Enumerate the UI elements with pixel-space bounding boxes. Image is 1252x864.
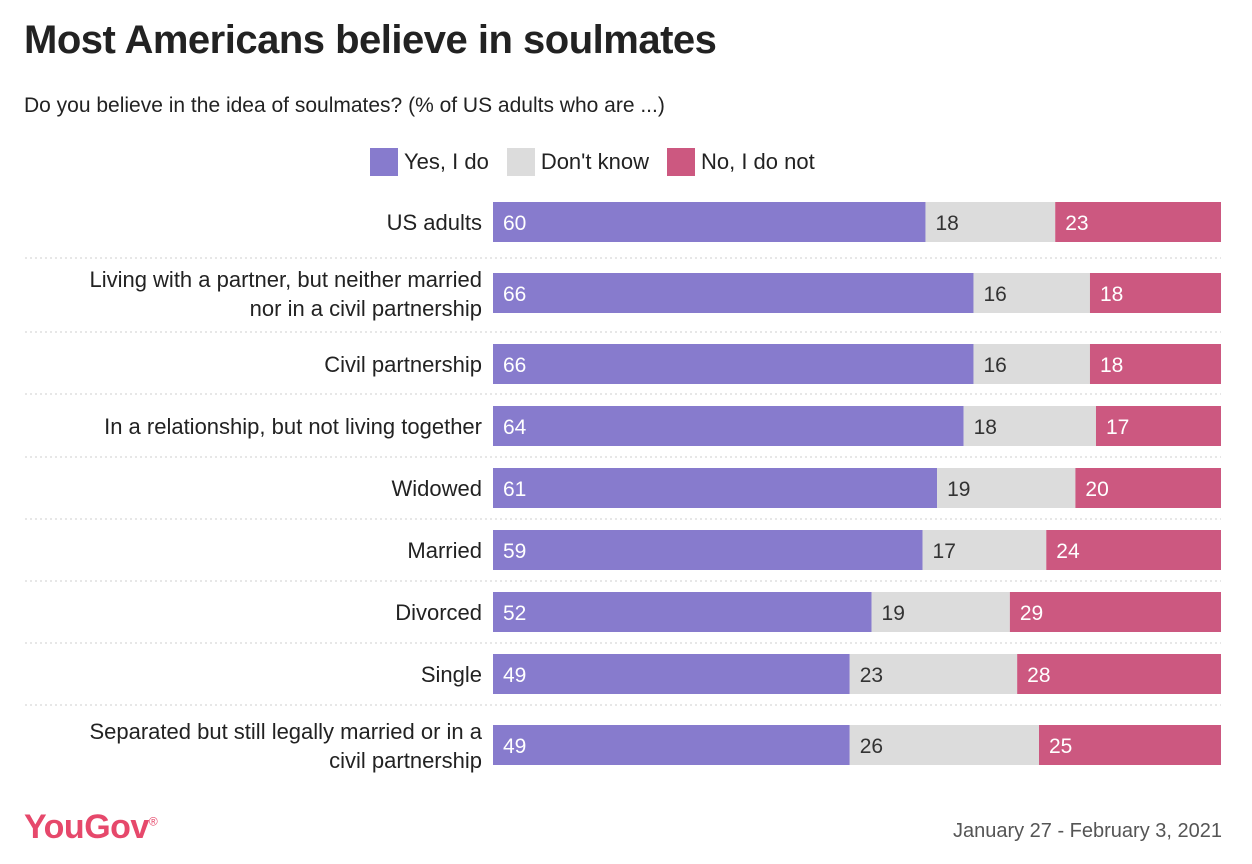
legend-label-dont-know: Don't know	[540, 149, 649, 174]
bar-segment-dont-know	[849, 654, 1018, 694]
legend-item-dont-know: Don't know	[506, 148, 649, 176]
legend-item-no: No, I do not	[666, 148, 815, 176]
category-label-line: civil partnership	[329, 748, 482, 773]
bar-segment-yes	[493, 406, 964, 446]
data-label-yes: 61	[503, 478, 526, 501]
data-label-dont-know: 16	[983, 283, 1006, 306]
registered-mark: ®	[148, 814, 158, 829]
category-label-line: Living with a partner, but neither marri…	[89, 267, 482, 292]
category-label-line: Separated but still legally married or i…	[89, 719, 482, 744]
category-label-line: nor in a civil partnership	[250, 296, 482, 321]
bar-segment-no	[1055, 202, 1221, 242]
data-label-dont-know: 23	[860, 664, 883, 687]
bar-segment-dont-know	[973, 344, 1090, 384]
bar-segment-dont-know	[925, 202, 1056, 242]
data-label-yes: 49	[503, 735, 526, 758]
bar-segment-yes	[493, 468, 938, 508]
bar-segment-yes	[493, 202, 926, 242]
category-label: Separated but still legally married or i…	[89, 719, 482, 773]
category-label: Widowed	[392, 476, 482, 501]
bar-segment-dont-know	[973, 273, 1090, 313]
data-label-yes: 49	[503, 664, 526, 687]
data-label-yes: 59	[503, 540, 526, 563]
bar-segment-yes	[493, 654, 850, 694]
data-label-dont-know: 16	[983, 354, 1006, 377]
data-label-dont-know: 18	[935, 212, 958, 235]
category-label: Civil partnership	[324, 352, 482, 377]
data-label-no: 18	[1100, 354, 1123, 377]
data-label-yes: 66	[503, 354, 526, 377]
bar-segment-dont-know	[937, 468, 1076, 508]
category-label: In a relationship, but not living togeth…	[104, 414, 482, 439]
category-label: Living with a partner, but neither marri…	[89, 267, 482, 321]
data-label-yes: 66	[503, 283, 526, 306]
legend-swatch-dont-know	[506, 148, 535, 176]
legend-item-yes: Yes, I do	[370, 148, 489, 176]
bar-segment-no	[1075, 468, 1221, 508]
category-label: Married	[407, 538, 482, 563]
legend-swatch-yes	[370, 148, 398, 176]
data-label-no: 29	[1020, 602, 1043, 625]
bar-segment-dont-know	[922, 530, 1047, 570]
bar-segment-yes	[493, 592, 872, 632]
data-label-no: 18	[1100, 283, 1123, 306]
data-label-no: 23	[1065, 212, 1088, 235]
legend-label-yes: Yes, I do	[404, 149, 489, 174]
yougov-logo-text: YouGov	[24, 808, 149, 846]
bar-segment-yes	[493, 725, 850, 765]
chart-title: Most Americans believe in soulmates	[24, 18, 717, 62]
data-label-dont-know: 26	[860, 735, 883, 758]
data-label-dont-know: 17	[933, 540, 956, 563]
survey-date: January 27 - February 3, 2021	[952, 820, 1222, 842]
bar-segment-no	[1009, 592, 1221, 632]
data-label-no: 20	[1085, 478, 1108, 501]
bar-segment-yes	[493, 344, 974, 384]
legend: Yes, I do Don't know No, I do not	[370, 148, 833, 176]
data-label-dont-know: 19	[882, 602, 905, 625]
category-label: Single	[421, 662, 482, 687]
bar-segment-dont-know	[871, 592, 1010, 632]
data-label-yes: 52	[503, 602, 526, 625]
data-label-dont-know: 18	[974, 416, 997, 439]
legend-swatch-no	[666, 148, 695, 176]
data-label-no: 28	[1027, 664, 1050, 687]
bar-segment-dont-know	[963, 406, 1096, 446]
bar-segment-no	[1089, 273, 1221, 313]
category-label: Divorced	[395, 600, 482, 625]
data-label-dont-know: 19	[947, 478, 970, 501]
data-label-no: 17	[1106, 416, 1129, 439]
data-label-no: 25	[1049, 735, 1072, 758]
data-label-yes: 64	[503, 416, 527, 439]
yougov-logo: YouGov®	[24, 808, 158, 847]
bar-segment-dont-know	[849, 725, 1039, 765]
bar-segment-no	[1039, 725, 1221, 765]
bar-segment-no	[1017, 654, 1221, 694]
bar-segment-no	[1095, 406, 1221, 446]
bar-segment-yes	[493, 530, 923, 570]
bar-segment-no	[1046, 530, 1221, 570]
data-label-no: 24	[1056, 540, 1080, 563]
legend-label-no: No, I do not	[700, 149, 815, 174]
data-label-yes: 60	[503, 212, 526, 235]
chart-subtitle: Do you believe in the idea of soulmates?…	[24, 94, 665, 117]
category-label: US adults	[387, 210, 482, 235]
stacked-bar-chart: US adults 60 18 23 Living with a partner, bu…	[25, 202, 1221, 773]
bar-segment-yes	[493, 273, 974, 313]
bar-segment-no	[1089, 344, 1221, 384]
